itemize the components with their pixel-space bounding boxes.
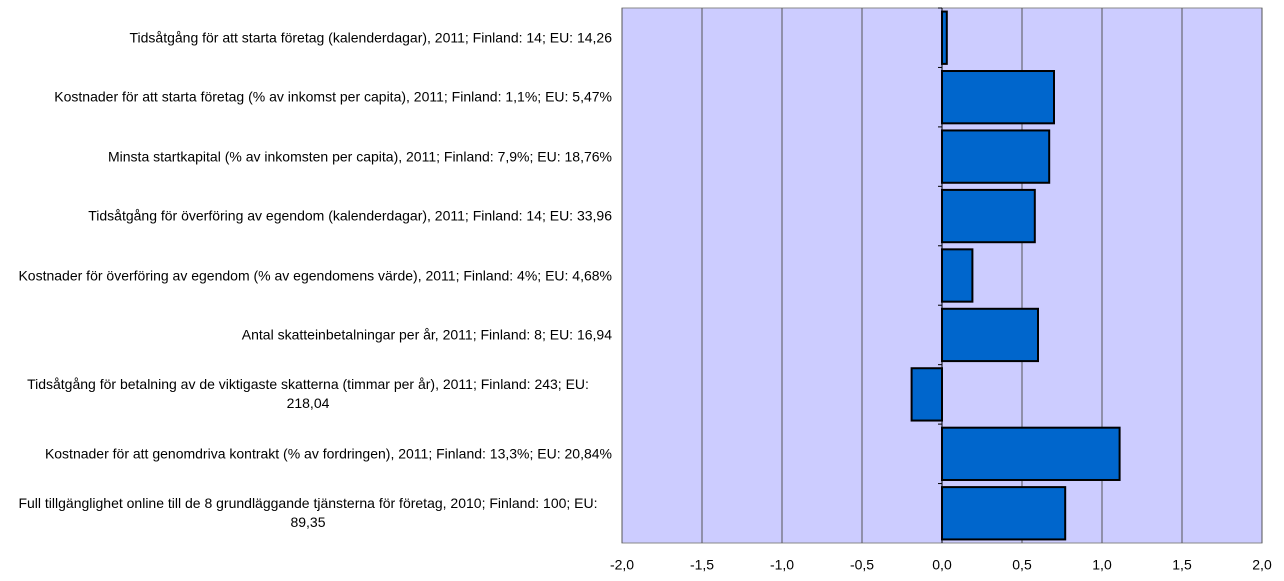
y-tick-text: Kostnader för överföring av egendom (% a… <box>18 267 612 283</box>
x-tick-label: -1,5 <box>690 557 714 573</box>
bar <box>941 129 1051 184</box>
x-tick-label: 0,0 <box>932 557 952 573</box>
bar <box>941 10 948 65</box>
bar <box>941 486 1067 541</box>
x-tick-label: 0,5 <box>1012 557 1032 573</box>
bar <box>941 307 1039 363</box>
y-tick-label: Kostnader för att genomdriva kontrakt (%… <box>0 444 612 463</box>
y-tick-label: Tidsåtgång för att starta företag (kalen… <box>0 28 612 47</box>
y-tick-label: Antal skatteinbetalningar per år, 2011; … <box>0 325 612 344</box>
x-tick-label: 1,0 <box>1092 557 1112 573</box>
x-tick-label: -1,0 <box>770 557 794 573</box>
x-tick-label: 2,0 <box>1252 557 1272 573</box>
y-tick-text: Tidsåtgång för betalning av de viktigast… <box>27 376 589 412</box>
y-tick-text: Tidsåtgång för att starta företag (kalen… <box>129 29 612 46</box>
bar <box>941 70 1055 125</box>
y-tick-label: Tidsåtgång för överföring av egendom (ka… <box>0 207 612 226</box>
y-tick-text: Kostnader för att genomdriva kontrakt (%… <box>44 445 612 462</box>
y-tick-text: Tidsåtgång för överföring av egendom (ka… <box>88 207 612 224</box>
x-tick-label: 1,5 <box>1172 557 1192 573</box>
y-tick-text: Kostnader för att starta företag (% av i… <box>54 88 612 105</box>
x-tick-label: -0,5 <box>850 557 874 573</box>
x-tick-label: -2,0 <box>610 557 634 573</box>
y-tick-label: Tidsåtgång för betalning av de viktigast… <box>0 375 612 413</box>
y-tick-label: Minsta startkapital (% av inkomsten per … <box>0 147 612 166</box>
y-tick-label: Kostnader för överföring av egendom (% a… <box>0 266 612 285</box>
bar <box>941 248 974 303</box>
bar <box>941 426 1121 481</box>
y-tick-text: Minsta startkapital (% av inkomsten per … <box>108 148 612 165</box>
y-tick-label: Kostnader för att starta företag (% av i… <box>0 88 612 107</box>
bar <box>941 188 1036 244</box>
bar <box>910 367 943 422</box>
y-tick-label: Full tillgänglighet online till de 8 gru… <box>0 494 612 532</box>
y-tick-text: Antal skatteinbetalningar per år, 2011; … <box>241 326 612 343</box>
y-tick-text: Full tillgänglighet online till de 8 gru… <box>18 495 598 531</box>
